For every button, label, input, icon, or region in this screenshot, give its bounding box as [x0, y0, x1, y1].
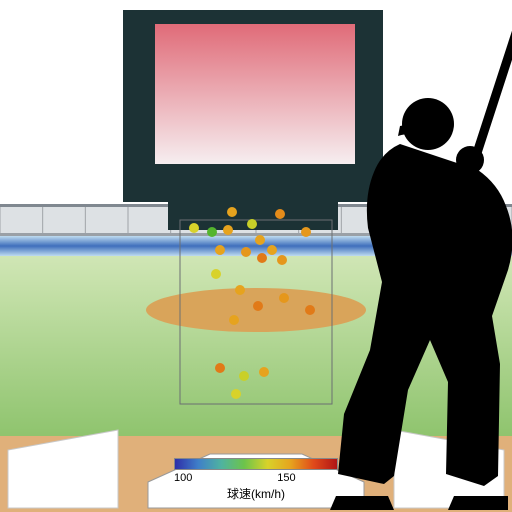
pitch-dot [211, 269, 221, 279]
pitch-dot [239, 371, 249, 381]
pitch-dot [275, 209, 285, 219]
pitch-dot [255, 235, 265, 245]
pitch-dots [0, 0, 512, 512]
pitch-dot [227, 207, 237, 217]
pitch-dot [257, 253, 267, 263]
colorbar-tick: 100 [174, 472, 192, 484]
chart-stage: 100 150 球速(km/h) [0, 0, 512, 512]
colorbar-label: 球速(km/h) [174, 485, 338, 502]
pitch-dot [189, 223, 199, 233]
pitch-dot [231, 389, 241, 399]
pitch-dot [259, 367, 269, 377]
pitch-dot [241, 247, 251, 257]
colorbar [174, 458, 338, 470]
pitch-dot [279, 293, 289, 303]
pitch-dot [215, 363, 225, 373]
pitch-dot [223, 225, 233, 235]
pitch-dot [301, 227, 311, 237]
pitch-dot [229, 315, 239, 325]
pitch-dot [215, 245, 225, 255]
colorbar-tick: 150 [277, 472, 295, 484]
pitch-dot [267, 245, 277, 255]
pitch-dot [277, 255, 287, 265]
pitch-dot [235, 285, 245, 295]
pitch-dot [207, 227, 217, 237]
colorbar-legend: 100 150 球速(km/h) [174, 458, 338, 502]
pitch-dot [305, 305, 315, 315]
pitch-dot [247, 219, 257, 229]
colorbar-ticks: 100 150 [174, 472, 338, 484]
pitch-dot [253, 301, 263, 311]
